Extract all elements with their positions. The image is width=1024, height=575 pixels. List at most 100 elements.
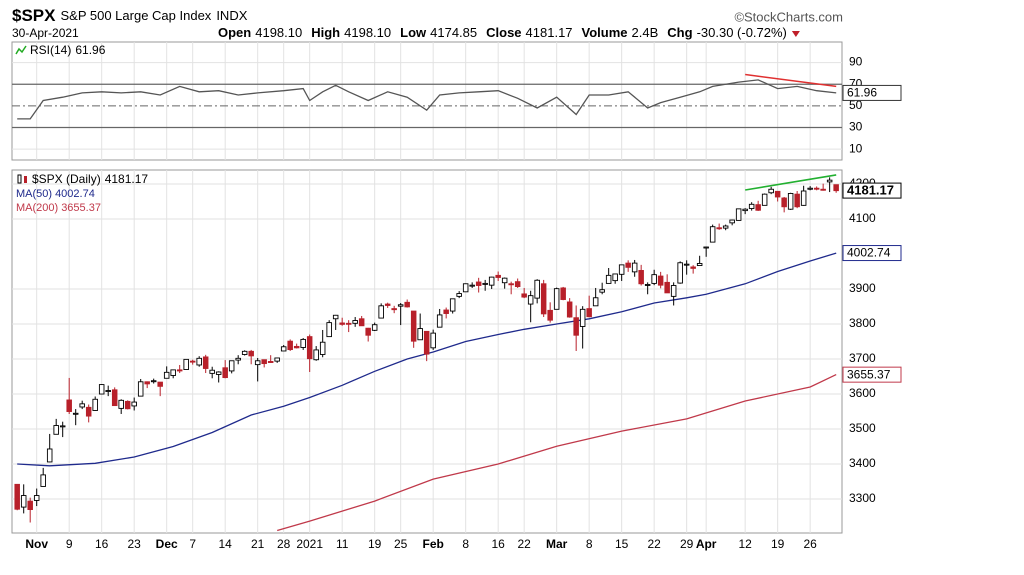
candle-body	[79, 403, 85, 408]
x-tick-label: 25	[394, 537, 408, 551]
y-tick-label: 3800	[849, 316, 876, 330]
x-tick-label: Mar	[546, 537, 568, 551]
candle-body	[319, 341, 326, 355]
candle-body	[787, 193, 794, 210]
x-tick-label: 21	[251, 537, 265, 551]
value-box-label: 61.96	[847, 86, 877, 100]
stat-label: Close	[486, 25, 521, 40]
stat-label: Volume	[582, 25, 628, 40]
stat-label: Low	[400, 25, 427, 40]
candle-body	[833, 184, 839, 192]
candle-body	[690, 266, 696, 269]
y-tick-label: 30	[849, 120, 863, 134]
y-tick-label: 3600	[849, 386, 876, 400]
y-tick-label: 50	[849, 98, 863, 112]
candle-body	[742, 208, 748, 212]
candle-body	[469, 284, 475, 287]
candle-body	[27, 500, 33, 510]
candle-body	[378, 305, 384, 319]
candle-body	[248, 350, 254, 357]
x-tick-label: 14	[219, 537, 233, 551]
x-tick-label: Feb	[423, 537, 444, 551]
candle-body	[306, 336, 313, 360]
candle-body	[579, 308, 586, 327]
price-value: 4181.17	[105, 172, 149, 186]
candle-body	[59, 425, 66, 428]
stat-label: Open	[218, 25, 251, 40]
stat-value: 2.4B	[632, 25, 659, 40]
candle-body	[514, 281, 521, 288]
candle-body	[111, 389, 118, 407]
candle-body	[105, 390, 111, 392]
candle-body	[475, 281, 482, 286]
candle-body	[170, 369, 176, 376]
value-box-label: 4002.74	[847, 246, 891, 260]
candle-body	[92, 398, 98, 411]
stat-value: 4198.10	[344, 25, 391, 40]
candle-body	[189, 360, 196, 363]
y-tick-label: 3700	[849, 351, 876, 365]
x-tick-label: Dec	[156, 537, 178, 551]
candle-body	[85, 406, 92, 417]
candle-body	[293, 345, 300, 349]
candle-body	[683, 263, 690, 266]
index-name: S&P 500 Large Cap Index	[60, 8, 211, 23]
y-tick-label: 3500	[849, 421, 876, 435]
value-box-label: 3655.37	[847, 367, 891, 381]
candle-body	[423, 330, 430, 355]
candle-body	[709, 226, 716, 243]
candle-body	[462, 283, 469, 293]
x-tick-label: 29	[680, 537, 694, 551]
candle-body	[449, 298, 456, 312]
x-tick-label: Apr	[696, 537, 717, 551]
candle-body	[748, 203, 755, 209]
y-tick-label: 3400	[849, 456, 876, 470]
candle-body	[729, 219, 735, 224]
candle-body	[781, 197, 787, 208]
candle-body	[332, 314, 339, 320]
symbol: $SPX	[12, 6, 56, 25]
rsi-icon	[15, 45, 27, 55]
y-tick-label: 10	[849, 141, 863, 155]
x-tick-label: 8	[462, 537, 469, 551]
candle-body	[254, 360, 261, 366]
candle-body	[813, 187, 820, 190]
candle-body	[417, 328, 423, 341]
legend-value: 3655.37	[61, 202, 101, 214]
candle-body	[592, 297, 599, 307]
candle-body	[352, 320, 358, 324]
candle-body	[443, 309, 449, 314]
candle-body	[144, 381, 150, 385]
candle-body	[66, 399, 72, 412]
candle-body	[488, 276, 495, 286]
candle-body	[566, 301, 573, 318]
price-legend: $SPX (Daily) 4181.17	[32, 172, 148, 186]
value-box	[842, 182, 902, 199]
candle-body	[768, 188, 774, 194]
candle-body	[436, 314, 443, 328]
candle-body	[345, 322, 352, 325]
value-box-label: 4181.17	[847, 183, 894, 198]
stat-value: 4198.10	[255, 25, 302, 40]
candle-body	[196, 357, 202, 366]
candle-body	[618, 264, 625, 275]
candle-body	[430, 332, 436, 349]
candle-body	[280, 346, 287, 352]
candle-body	[137, 381, 144, 397]
value-box	[842, 245, 902, 262]
candle-body	[774, 190, 781, 198]
candle-body	[20, 495, 27, 508]
candle-body	[287, 340, 293, 351]
candle-body	[547, 309, 553, 321]
candle-body	[761, 193, 768, 206]
candle-body	[300, 338, 306, 348]
x-tick-label: 12	[738, 537, 752, 551]
candle-body	[274, 357, 280, 362]
rsi-line	[17, 79, 837, 120]
stat-value: 4181.17	[526, 25, 573, 40]
legend-entry: MA(50) 4002.74	[16, 188, 95, 200]
candle-body	[644, 284, 651, 286]
change-arrow	[791, 31, 800, 37]
